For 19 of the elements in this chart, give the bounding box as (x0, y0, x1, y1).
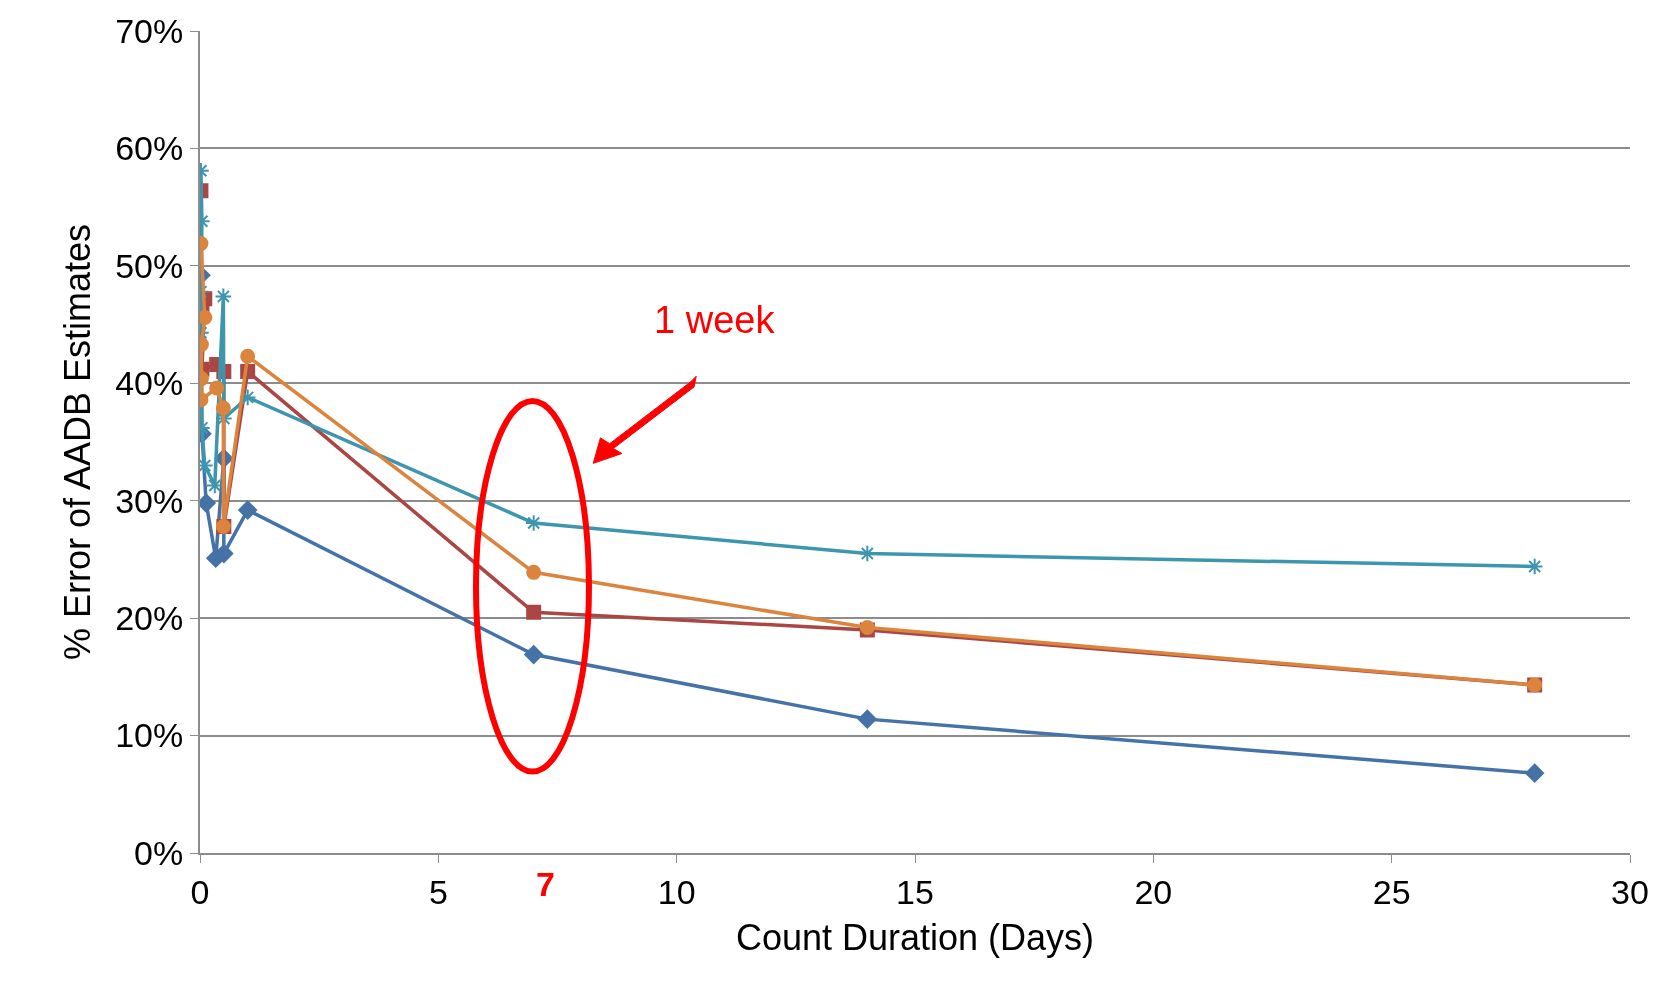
text: 7 (536, 865, 555, 903)
x-tick-label: 10 (657, 872, 696, 911)
y-tick-label: 0% (134, 833, 184, 872)
x-axis-title: Count Duration (Days) (735, 917, 1095, 958)
y-tick-label: 30% (115, 481, 184, 520)
y-tick-label: 50% (115, 246, 184, 285)
x-tick-label: 20 (1134, 872, 1173, 911)
x-tick-label: 5 (428, 872, 448, 911)
y-tick-label: 70% (115, 11, 184, 50)
y-tick-label: 20% (115, 599, 184, 638)
y-tick-label: 60% (115, 129, 184, 168)
annotation: 1 week (654, 299, 776, 341)
y-tick-label: 10% (115, 716, 184, 755)
x-tick-label: 0 (190, 872, 210, 911)
x-tick-label: 30 (1611, 872, 1649, 911)
y-tick-label: 40% (115, 364, 184, 403)
x-tick-label: 15 (896, 872, 934, 911)
y-axis-title: % Error of AADB Estimates (56, 223, 98, 661)
x-tick-label: 25 (1372, 872, 1411, 911)
